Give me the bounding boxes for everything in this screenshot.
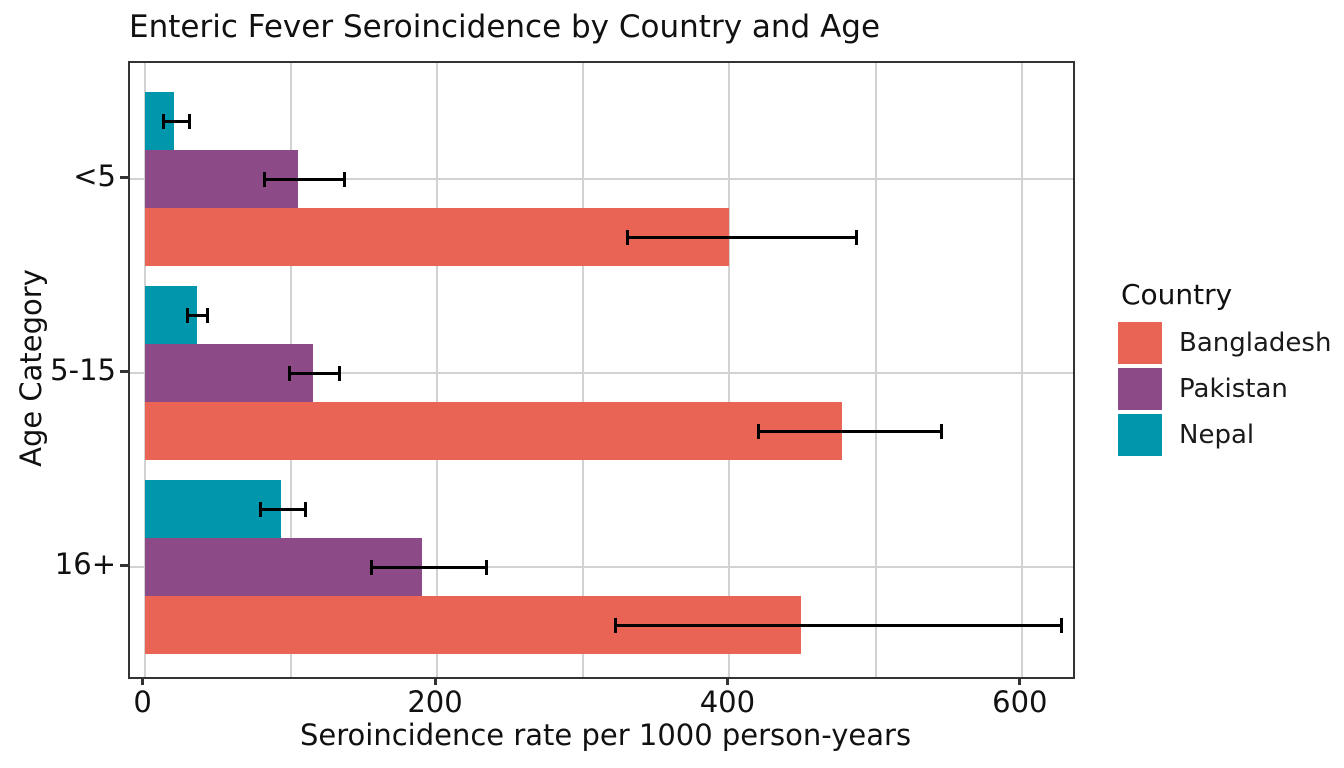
error-bar-line	[615, 623, 1062, 627]
y-gridline	[130, 372, 1073, 374]
bar-pakistan-1	[144, 344, 313, 402]
y-gridline	[130, 566, 1073, 568]
x-gridline	[874, 63, 877, 677]
legend-item-nepal: Nepal	[1118, 413, 1344, 456]
error-bar-cap	[1059, 617, 1063, 633]
legend-item-pakistan: Pakistan	[1118, 367, 1344, 410]
legend-label: Nepal	[1179, 419, 1255, 450]
x-gridline	[582, 63, 585, 677]
x-tick-label: 0	[133, 685, 152, 719]
x-tick-label: 400	[699, 685, 756, 719]
error-bar-cap	[855, 229, 859, 245]
legend-swatch	[1118, 413, 1162, 456]
x-gridline	[728, 63, 731, 677]
error-bar-line	[187, 313, 208, 317]
error-bar-cap	[205, 307, 209, 323]
error-bar-cap	[369, 559, 373, 575]
x-tick-mark	[433, 677, 437, 685]
error-bar-cap	[263, 171, 266, 187]
error-bar-cap	[188, 113, 192, 129]
error-bar-cap	[613, 617, 617, 633]
x-tick-mark	[1018, 677, 1022, 685]
x-axis-label: Seroincidence rate per 1000 person-years	[300, 718, 912, 752]
error-bar-cap	[303, 501, 307, 517]
error-bar-line	[289, 371, 340, 375]
x-tick-mark	[141, 677, 145, 685]
y-axis-label: Age Category	[14, 269, 48, 467]
legend-label: Pakistan	[1179, 373, 1288, 404]
y-tick-label: 5-15	[50, 353, 116, 387]
plot-panel	[128, 61, 1075, 679]
error-bar-cap	[337, 365, 341, 381]
y-tick-mark	[120, 175, 128, 179]
legend-title: Country	[1121, 278, 1233, 311]
x-gridline	[436, 63, 439, 677]
bar-nepal-2	[144, 480, 281, 538]
y-gridline	[130, 178, 1073, 180]
error-bar-line	[264, 177, 345, 181]
error-bar-cap	[258, 501, 262, 517]
error-bar-line	[163, 119, 190, 123]
y-tick-mark	[120, 369, 128, 373]
chart-title: Enteric Fever Seroincidence by Country a…	[129, 9, 881, 45]
legend-swatch	[1118, 367, 1162, 410]
error-bar-cap	[343, 171, 347, 187]
error-bar-cap	[939, 423, 943, 439]
error-bar-cap	[287, 365, 291, 381]
x-tick-label: 600	[992, 685, 1048, 719]
legend-items: Bangladesh Pakistan Nepal	[1118, 321, 1344, 456]
error-bar-cap	[162, 113, 166, 129]
error-bar-line	[627, 235, 857, 239]
legend: Country Bangladesh Pakistan Nepal	[1118, 278, 1344, 460]
error-bar-cap	[757, 423, 761, 439]
y-tick-label: <5	[73, 159, 116, 193]
legend-swatch	[1118, 321, 1162, 364]
y-tick-label: 16+	[54, 547, 116, 581]
error-bar-cap	[625, 229, 629, 245]
x-tick-label: 200	[407, 685, 463, 719]
legend-item-bangladesh: Bangladesh	[1118, 321, 1344, 364]
bar-bangladesh-1	[144, 402, 842, 460]
y-tick-mark	[120, 563, 128, 567]
x-gridline	[1020, 63, 1023, 677]
error-bar-line	[371, 565, 487, 569]
legend-label: Bangladesh	[1179, 327, 1332, 358]
x-tick-mark	[725, 677, 729, 685]
error-bar-line	[260, 507, 306, 511]
error-bar-cap	[485, 559, 489, 575]
error-bar-cap	[185, 307, 189, 323]
error-bar-line	[758, 429, 942, 433]
